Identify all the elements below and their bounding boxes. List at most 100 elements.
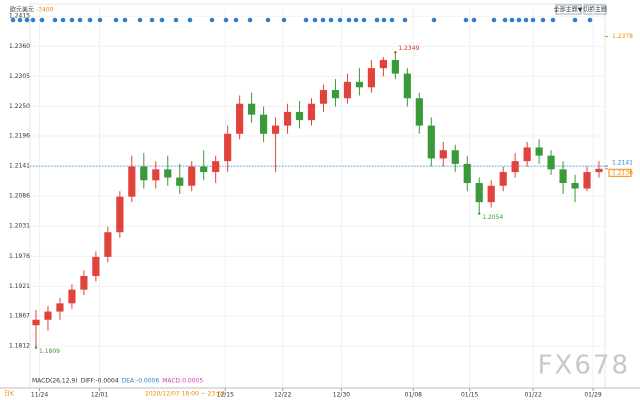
candle-body bbox=[44, 311, 52, 320]
indicator-label: MACD:0.0005 bbox=[162, 378, 203, 385]
candle-body bbox=[283, 111, 292, 126]
y-tick-label: 1.2141 bbox=[9, 163, 30, 170]
event-marker bbox=[137, 17, 143, 23]
candle-body bbox=[595, 168, 603, 173]
candle-body bbox=[403, 73, 411, 99]
event-marker bbox=[550, 17, 556, 23]
candle-body bbox=[571, 183, 579, 189]
event-marker bbox=[587, 17, 593, 23]
candle-body bbox=[523, 147, 531, 162]
event-marker bbox=[431, 17, 437, 23]
candle-body bbox=[104, 232, 112, 257]
candle-body bbox=[379, 59, 387, 69]
event-marker bbox=[233, 17, 239, 23]
indicator-label: MACD(26,12,9) bbox=[32, 378, 78, 385]
event-marker bbox=[10, 17, 16, 23]
event-marker bbox=[346, 17, 352, 23]
x-tick-label: 11/24 bbox=[31, 392, 48, 399]
button[interactable] bbox=[555, 4, 582, 15]
event-marker bbox=[402, 17, 408, 23]
candle-body bbox=[415, 98, 423, 126]
x-tick-label: 12/15 bbox=[217, 392, 234, 399]
event-marker bbox=[60, 17, 66, 23]
event-marker bbox=[247, 17, 253, 23]
event-marker bbox=[540, 17, 546, 23]
event-marker bbox=[159, 17, 165, 23]
crosshair-label: 2020/12/07 18:00 ~ 23:59 bbox=[145, 391, 225, 398]
y-tick-label: 1.2196 bbox=[9, 132, 30, 139]
candle-body bbox=[80, 276, 88, 290]
candle-body bbox=[224, 133, 232, 162]
y-tick-label: 1.1976 bbox=[9, 253, 30, 260]
event-marker bbox=[87, 17, 93, 23]
y-tick-label: 1.2415 bbox=[9, 13, 30, 20]
watermark: FX678 bbox=[538, 351, 630, 381]
event-marker bbox=[530, 17, 536, 23]
event-marker bbox=[523, 17, 529, 23]
event-marker bbox=[572, 17, 578, 23]
x-tick-label: 12/22 bbox=[274, 392, 291, 399]
y-tick-label: 1.2305 bbox=[9, 73, 30, 80]
candle-body bbox=[271, 125, 280, 134]
right-label: 1.2378 bbox=[612, 33, 633, 40]
extreme-label: 1.1809 bbox=[39, 348, 60, 355]
event-marker bbox=[312, 17, 318, 23]
event-marker bbox=[39, 17, 45, 23]
x-tick-label: 12/01 bbox=[91, 392, 108, 399]
candle-body bbox=[391, 59, 399, 74]
candle-body bbox=[427, 125, 435, 159]
event-marker bbox=[52, 17, 58, 23]
y-tick-label: 1.2250 bbox=[9, 103, 30, 110]
indicator-label: DIFF:-0.0004 bbox=[81, 378, 119, 385]
candle-body bbox=[248, 103, 256, 115]
candle-body bbox=[56, 303, 64, 312]
period-label[interactable]: 日K bbox=[4, 391, 15, 398]
event-marker bbox=[381, 17, 387, 23]
candle-body bbox=[355, 81, 364, 88]
x-tick-label: 01/15 bbox=[461, 392, 478, 399]
candle-body bbox=[164, 169, 172, 178]
right-label: 1.2141 bbox=[612, 160, 633, 167]
x-tick-label: 12/30 bbox=[333, 392, 350, 399]
candle-body bbox=[128, 166, 136, 197]
event-marker bbox=[502, 17, 508, 23]
candle-body bbox=[92, 256, 100, 277]
candle-body bbox=[475, 183, 483, 203]
x-tick-label: 01/22 bbox=[524, 392, 541, 399]
extreme-marker bbox=[478, 212, 481, 215]
button-label[interactable]: 切换主题 bbox=[583, 6, 607, 14]
extreme-marker bbox=[34, 346, 38, 349]
y-tick-label: 1.2086 bbox=[9, 193, 30, 200]
candle-body bbox=[451, 150, 459, 164]
y-tick-label: 1.2360 bbox=[9, 43, 30, 50]
button[interactable] bbox=[583, 4, 607, 15]
candle-body bbox=[236, 103, 244, 134]
candle-body bbox=[547, 155, 555, 170]
button-label[interactable]: 全部主题▼ bbox=[554, 6, 583, 14]
extreme-label: 1.2054 bbox=[482, 214, 503, 221]
candle-body bbox=[32, 319, 40, 326]
candle-body bbox=[439, 150, 447, 159]
event-marker bbox=[303, 17, 309, 23]
event-marker bbox=[328, 17, 334, 23]
event-marker bbox=[516, 17, 522, 23]
candle-body bbox=[499, 172, 507, 186]
subtitle: -2400 bbox=[36, 7, 54, 14]
candle-body bbox=[583, 172, 591, 189]
candle-body bbox=[212, 161, 220, 173]
event-marker bbox=[374, 17, 380, 23]
event-marker bbox=[281, 17, 287, 23]
candle-body bbox=[319, 90, 328, 104]
event-marker bbox=[223, 17, 229, 23]
y-tick-label: 1.1867 bbox=[9, 312, 30, 319]
event-marker bbox=[113, 17, 119, 23]
candle-body bbox=[463, 163, 471, 184]
event-marker bbox=[265, 17, 271, 23]
event-marker bbox=[17, 17, 23, 23]
event-marker bbox=[77, 17, 83, 23]
candle-body bbox=[188, 166, 196, 186]
candle-body bbox=[260, 114, 268, 134]
event-marker bbox=[97, 17, 103, 23]
event-marker bbox=[389, 17, 395, 23]
